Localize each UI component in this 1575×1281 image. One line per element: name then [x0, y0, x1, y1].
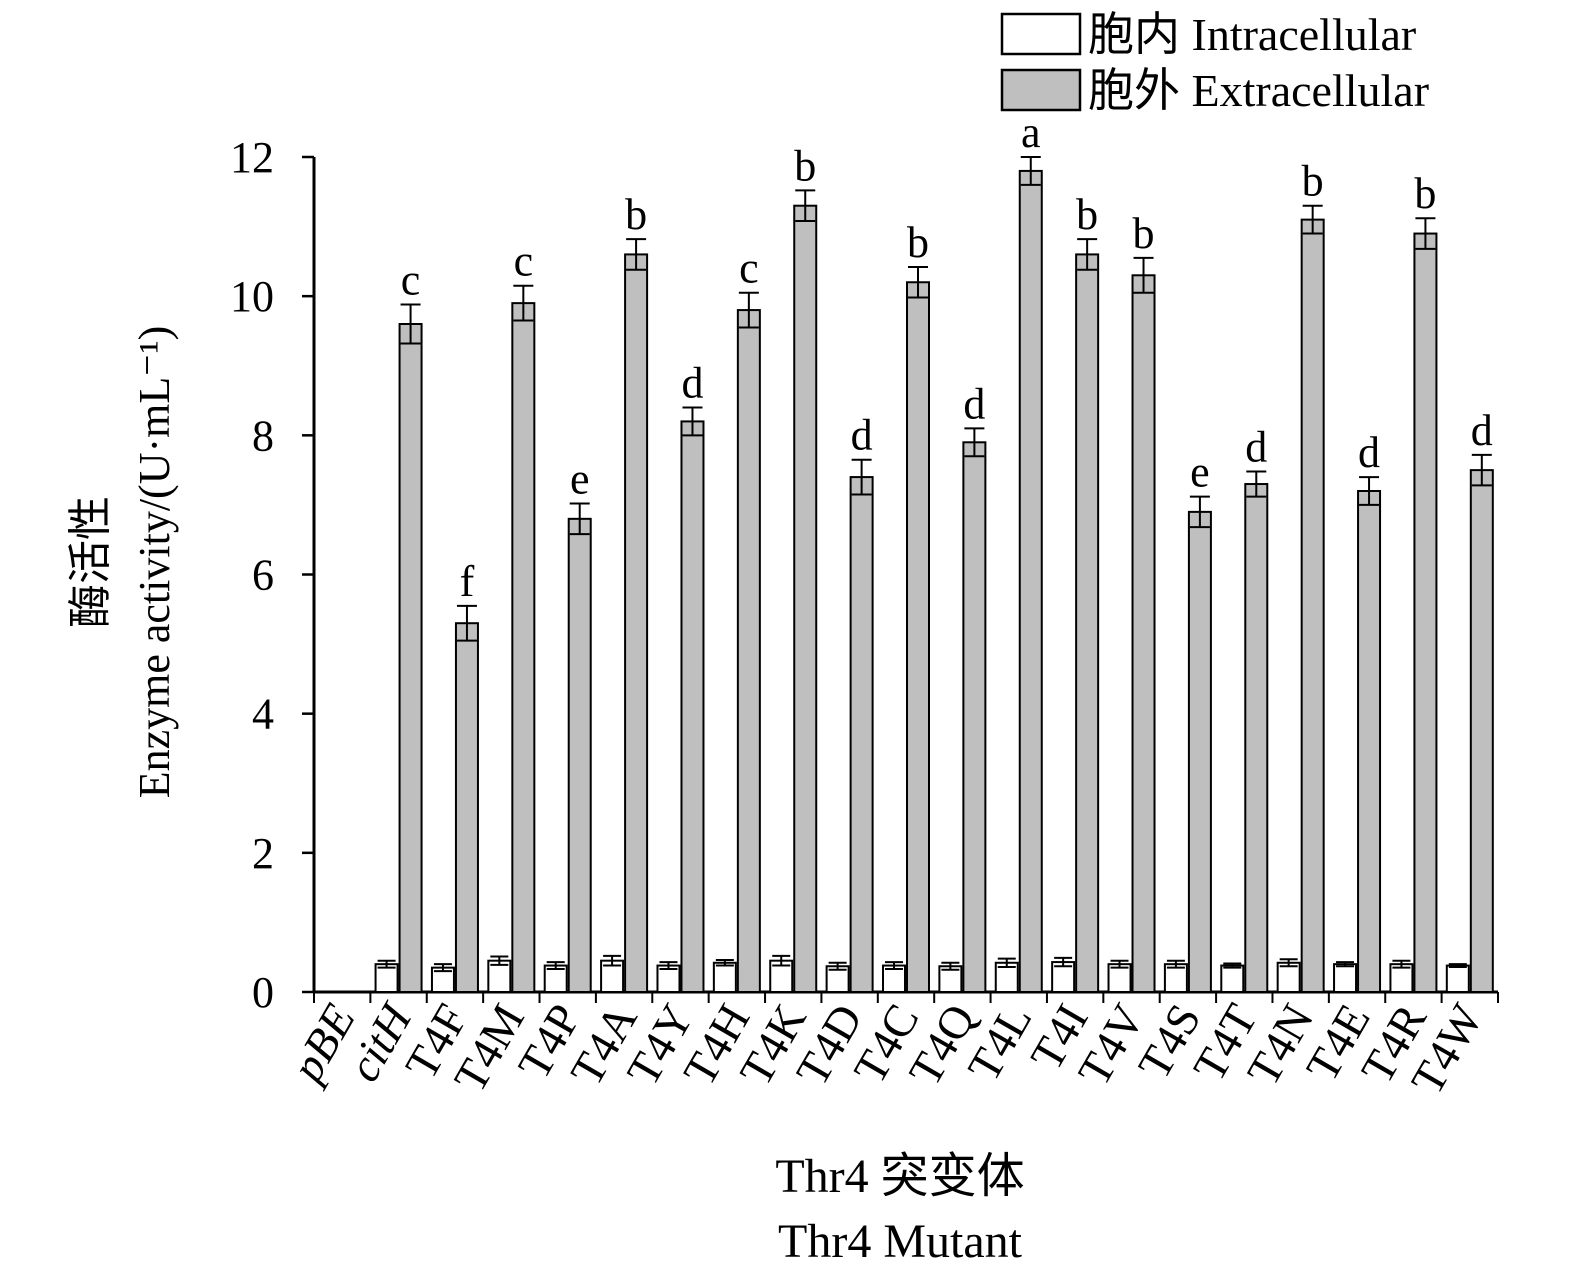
bar-extracellular	[1357, 490, 1382, 993]
y-axis-title-en: Enzyme activity/(U·mL⁻¹)	[130, 326, 179, 799]
significance-letter: d	[1245, 423, 1267, 472]
significance-letter: b	[1076, 190, 1098, 239]
y-tick-label: 6	[252, 551, 274, 600]
bar-intracellular	[1445, 964, 1470, 994]
bar-extracellular	[511, 302, 536, 993]
significance-letter: b	[625, 190, 647, 239]
bar-extracellular	[1131, 274, 1156, 993]
bar-extracellular	[1469, 469, 1494, 993]
y-tick-label: 12	[230, 133, 274, 182]
plot-area: 024681012pBEccitHfT4FcT4MeT4PbT4AdT4YcT4…	[230, 108, 1499, 1103]
y-tick-label: 8	[252, 411, 274, 460]
bar-extracellular	[454, 622, 479, 993]
bar-extracellular	[793, 204, 818, 994]
legend-label-extracellular: 胞外 Extracellular	[1088, 65, 1429, 116]
significance-letter: e	[570, 455, 590, 504]
bar-extracellular	[1413, 232, 1438, 993]
y-axis-title-cn: 酶活性	[66, 496, 115, 628]
bar-extracellular	[567, 517, 592, 993]
significance-letter: d	[851, 411, 873, 460]
bar-extracellular	[1300, 218, 1325, 993]
significance-letter: b	[794, 141, 816, 190]
significance-letter: e	[1190, 448, 1210, 497]
bar-extracellular	[849, 476, 874, 994]
legend-swatch-extracellular	[1000, 68, 1082, 112]
legend: 胞内 Intracellular 胞外 Extracellular	[1000, 9, 1429, 116]
significance-letter: d	[681, 359, 703, 408]
significance-letter: b	[1133, 209, 1155, 258]
bar-extracellular	[736, 309, 761, 994]
y-tick-label: 0	[252, 968, 274, 1017]
bar-extracellular	[962, 441, 987, 993]
significance-letter: d	[1471, 406, 1493, 455]
bar-extracellular	[624, 253, 649, 993]
legend-label-intracellular: 胞内 Intracellular	[1088, 9, 1416, 60]
bar-extracellular	[1187, 510, 1212, 993]
significance-letter: c	[739, 244, 759, 293]
bar-extracellular	[680, 420, 705, 993]
y-tick-label: 4	[252, 690, 274, 739]
significance-letter: d	[1358, 428, 1380, 477]
significance-letter: c	[401, 256, 421, 305]
significance-letter: b	[1414, 169, 1436, 218]
y-axis-title: 酶活性 Enzyme activity/(U·mL⁻¹)	[66, 326, 179, 799]
bar-intracellular	[1220, 964, 1245, 994]
bar-extracellular	[906, 281, 930, 993]
significance-letter: c	[514, 237, 534, 286]
bar-intracellular	[1333, 963, 1358, 994]
x-axis-title-en: Thr4 Mutant	[778, 1215, 1023, 1268]
legend-swatch-intracellular	[1000, 12, 1082, 56]
significance-letter: d	[963, 379, 985, 428]
significance-letter: b	[907, 218, 929, 267]
y-tick-label: 2	[252, 829, 274, 878]
significance-letter: f	[460, 557, 475, 606]
y-tick-label: 10	[230, 272, 274, 321]
bar-intracellular	[712, 961, 737, 994]
bar-extracellular	[1075, 253, 1100, 993]
significance-letter: b	[1302, 157, 1324, 206]
bar-extracellular	[1018, 169, 1043, 993]
bar-extracellular	[398, 323, 423, 993]
significance-letter: a	[1021, 108, 1041, 157]
x-axis-title-cn: Thr4 突变体	[775, 1150, 1024, 1203]
bar-extracellular	[1244, 483, 1269, 993]
